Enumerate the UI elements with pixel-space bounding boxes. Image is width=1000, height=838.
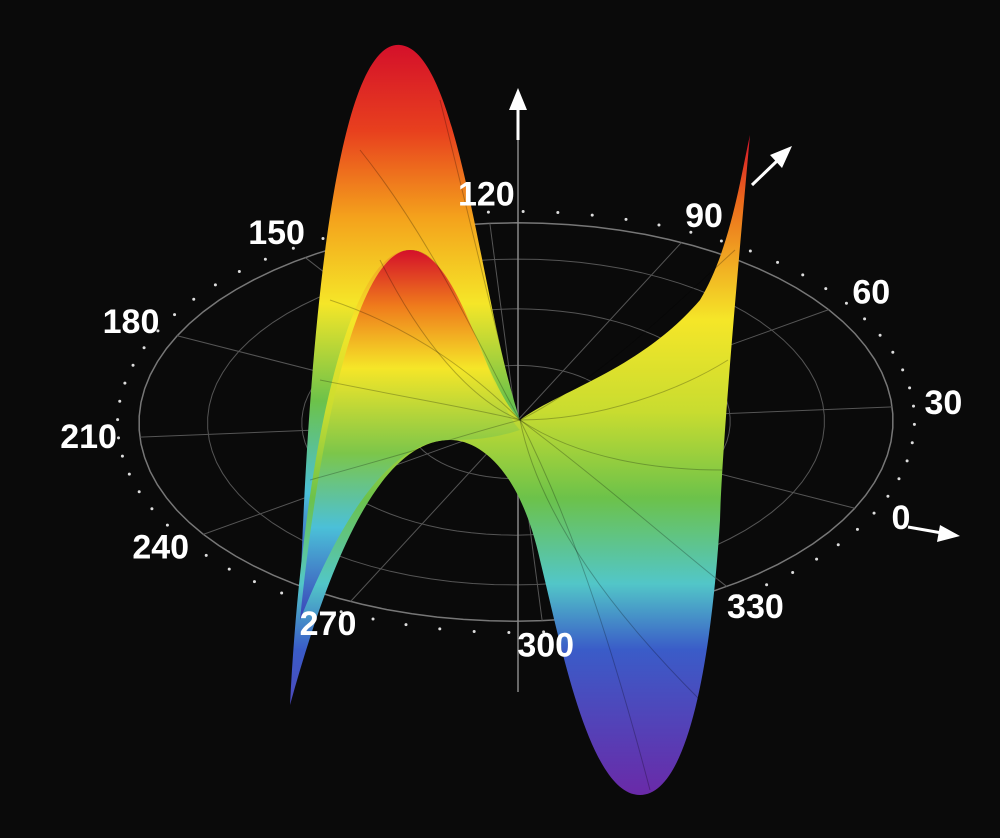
rim-dot <box>291 246 295 250</box>
rim-dot <box>131 363 135 367</box>
rim-dot <box>173 313 177 317</box>
rim-dot <box>910 441 914 445</box>
rim-dot <box>404 623 408 627</box>
grid-spoke <box>489 223 517 423</box>
rim-dot <box>521 210 525 214</box>
rim-dot <box>542 630 546 634</box>
angle-label: 150 <box>248 214 305 252</box>
rim-dot <box>886 494 890 498</box>
rim-dot <box>120 454 124 458</box>
angle-label: 330 <box>727 588 784 626</box>
rim-dot <box>237 269 241 273</box>
angle-label: 0 <box>892 499 911 537</box>
grid-spoke <box>515 242 682 423</box>
rim-dot <box>156 329 160 333</box>
angle-label: 120 <box>458 175 515 213</box>
rim-dot <box>912 422 916 426</box>
angle-label: 210 <box>60 418 117 456</box>
rim-dot <box>908 386 912 390</box>
angle-label: 60 <box>852 273 890 311</box>
angle-label: 90 <box>685 197 723 235</box>
rim-dot <box>590 213 594 217</box>
rim-dot <box>165 523 169 527</box>
rim-dot <box>801 273 805 277</box>
rim-dot <box>878 333 882 337</box>
rim-dot <box>321 237 325 241</box>
rim-dot <box>824 287 828 291</box>
rim-dot <box>872 511 876 515</box>
rim-dot <box>118 399 122 403</box>
rim-dot <box>897 477 901 481</box>
rim-dot <box>855 527 859 531</box>
rim-dot <box>556 211 560 215</box>
angle-label: 300 <box>517 627 574 665</box>
rim-dot <box>142 346 146 350</box>
rim-dot <box>263 257 267 261</box>
rim-dot <box>123 381 127 385</box>
rim-dot <box>371 617 375 621</box>
rim-dot <box>624 217 628 221</box>
rim-dot <box>252 580 256 584</box>
rim-dot <box>116 436 120 440</box>
surface-mesh <box>309 99 736 791</box>
rim-dot <box>912 404 916 408</box>
rim-dot <box>748 249 752 253</box>
rim-dot <box>901 368 905 372</box>
rim-dot <box>438 627 442 631</box>
rim-dot <box>204 553 208 557</box>
rim-dot <box>689 230 693 234</box>
rim-dot <box>863 317 867 321</box>
rim-dot <box>116 418 120 422</box>
angle-label: 270 <box>300 605 357 643</box>
rim-dot <box>280 591 284 595</box>
rim-dot <box>737 594 741 598</box>
surface-lobe <box>300 250 520 620</box>
rim-dot <box>765 583 769 587</box>
axis-arrows <box>509 88 960 542</box>
rim-dot <box>213 283 217 287</box>
rim-dot <box>192 297 196 301</box>
surface-back <box>300 44 520 600</box>
rim-dot <box>127 472 131 476</box>
rim-dot <box>486 210 490 214</box>
rim-dot <box>339 610 343 614</box>
rim-dot <box>227 567 231 571</box>
angle-label: 180 <box>103 303 160 341</box>
rim-dot <box>891 350 895 354</box>
angle-label: 240 <box>132 529 189 567</box>
rim-dot <box>844 301 848 305</box>
rim-dot <box>719 239 723 243</box>
rim-dot <box>507 630 511 634</box>
angle-label: 30 <box>925 384 963 422</box>
rim-dot <box>150 507 154 511</box>
rim-dot <box>137 490 141 494</box>
rim-dot <box>815 557 819 561</box>
rim-dot <box>791 571 795 575</box>
rim-dot <box>472 629 476 633</box>
rim-dot <box>905 459 909 463</box>
rim-dot <box>776 260 780 264</box>
rim-dot <box>184 539 188 543</box>
angle-labels: 0 30 60 90 120 150 180 210 240 270 300 330 <box>60 175 962 664</box>
rim-dot <box>836 543 840 547</box>
rim-dot <box>657 223 661 227</box>
